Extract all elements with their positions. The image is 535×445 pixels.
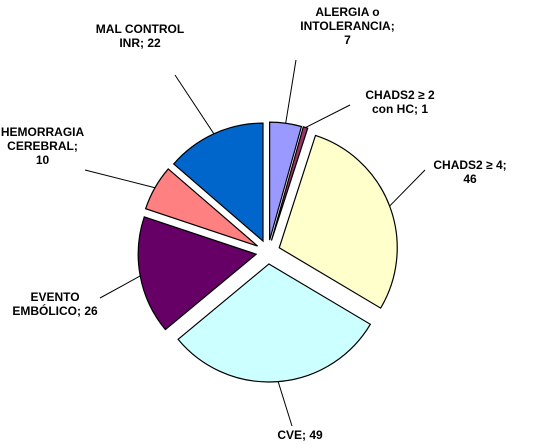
- leader-line: [84, 169, 156, 189]
- slice-label: MAL CONTROL INR; 22: [95, 22, 185, 50]
- slice-label: ALERGIA o INTOLERANCIA; 7: [300, 5, 395, 47]
- leader-line: [389, 169, 426, 207]
- slice-label: CVE; 49: [277, 428, 323, 442]
- pie-slice: [144, 168, 258, 247]
- leader-line: [285, 59, 297, 124]
- pie-slice: [172, 122, 264, 243]
- slice-label: HEMORRAGIA CEREBRAL; 10: [0, 125, 85, 167]
- slice-label: CHADS2 ≥ 4; 46: [433, 158, 507, 186]
- pie-slice: [269, 121, 303, 241]
- pie-slice: [270, 126, 309, 241]
- leader-line: [277, 381, 293, 427]
- slice-label: EVENTO EMBÓLICO; 26: [12, 290, 98, 318]
- slice-label: CHADS2 ≥ 2 con HC; 1: [365, 88, 435, 116]
- pie-slice: [177, 263, 372, 383]
- leader-line: [99, 275, 141, 299]
- pie-slice: [278, 134, 398, 309]
- pie-slice: [137, 216, 258, 331]
- leader-line: [174, 74, 215, 135]
- leader-line: [305, 104, 351, 128]
